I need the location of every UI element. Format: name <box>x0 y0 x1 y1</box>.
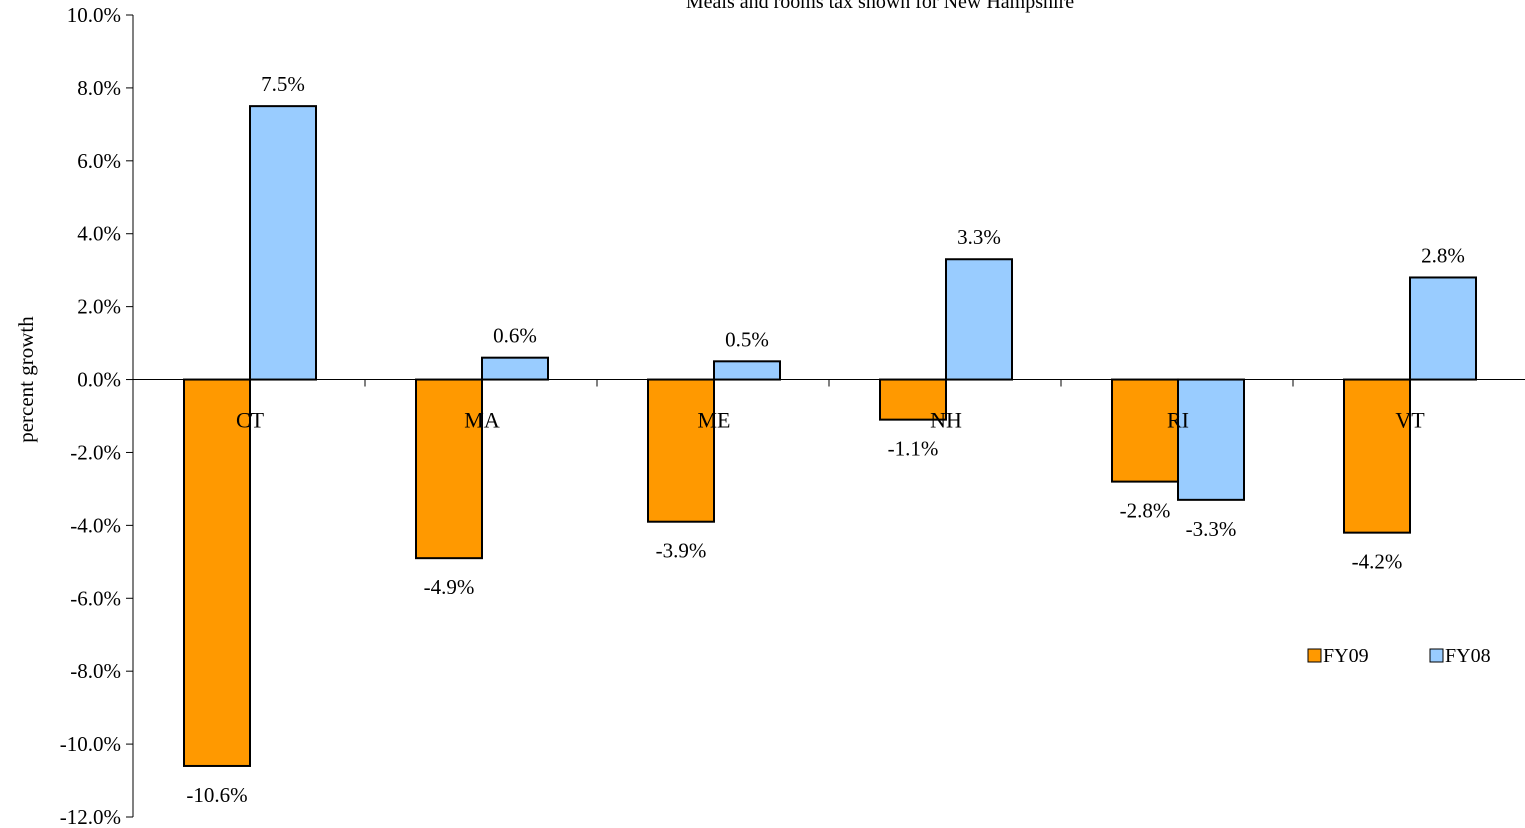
bar-fy08-ma <box>481 356 549 381</box>
bars-group <box>183 105 1477 767</box>
data-label: -3.3% <box>1186 517 1237 541</box>
bar-fy09-ri <box>1111 378 1179 483</box>
bar-fy08-ct <box>249 105 317 381</box>
category-label: NH <box>930 408 962 433</box>
legend-label-fy09: FY09 <box>1323 645 1369 667</box>
bar-fy08-vt <box>1409 276 1477 381</box>
x-axis <box>133 379 1525 387</box>
y-tick-label: -12.0% <box>60 805 121 828</box>
bar-fy09-ma <box>415 378 483 560</box>
bar-fy08-me <box>713 360 781 381</box>
category-label: MA <box>464 408 500 433</box>
y-tick-label: -2.0% <box>70 440 121 464</box>
legend-swatch-fy09 <box>1307 648 1322 663</box>
bar-fy09-ct <box>183 378 251 767</box>
category-label: ME <box>698 408 731 433</box>
category-label: CT <box>236 408 265 433</box>
y-tick-label: 10.0% <box>67 3 121 27</box>
legend-swatch-fy08 <box>1429 648 1444 663</box>
y-axis-title: percent growth <box>14 316 38 443</box>
y-tick-label: 8.0% <box>77 76 121 100</box>
chart-title: Meals and rooms tax shown for New Hampsh… <box>686 0 1074 13</box>
data-label: -2.8% <box>1120 499 1171 523</box>
data-label: 2.8% <box>1421 243 1465 267</box>
bar-fy08-nh <box>945 258 1013 381</box>
y-tick-label: 6.0% <box>77 149 121 173</box>
y-tick-label: -6.0% <box>70 586 121 610</box>
data-label: -3.9% <box>656 539 707 563</box>
data-label: -10.6% <box>186 783 247 807</box>
y-tick-label: -8.0% <box>70 659 121 683</box>
bar-fy09-nh <box>879 378 947 421</box>
category-label: RI <box>1167 408 1189 433</box>
y-axis: 10.0% 8.0% 6.0% 4.0% 2.0% 0.0% -2.0% -4.0% -6.0%… <box>60 3 134 828</box>
category-labels-group: CT MA ME NH RI VT <box>236 408 1425 433</box>
y-tick-label: 0.0% <box>77 368 121 392</box>
data-label: 0.6% <box>493 324 537 348</box>
data-label: 7.5% <box>261 72 305 96</box>
data-labels-group: -10.6% -4.9% -3.9% -1.1% -2.8% -4.2% 7.5% 0.6% 0… <box>186 72 1465 807</box>
data-label: 3.3% <box>957 225 1001 249</box>
data-label: 0.5% <box>725 327 769 351</box>
bar-fy09-vt <box>1343 378 1411 534</box>
bar-fy09-me <box>647 378 715 523</box>
data-label: -4.9% <box>424 575 475 599</box>
data-label: -4.2% <box>1352 550 1403 574</box>
category-label: VT <box>1395 408 1425 433</box>
y-tick-label: -10.0% <box>60 732 121 756</box>
y-tick-label: -4.0% <box>70 513 121 537</box>
y-tick-label: 2.0% <box>77 295 121 319</box>
data-label: -1.1% <box>888 437 939 461</box>
y-tick-label: 4.0% <box>77 222 121 246</box>
legend: FY09 FY08 <box>1307 645 1491 667</box>
bar-fy08-ri <box>1177 378 1245 501</box>
legend-label-fy08: FY08 <box>1445 645 1491 667</box>
